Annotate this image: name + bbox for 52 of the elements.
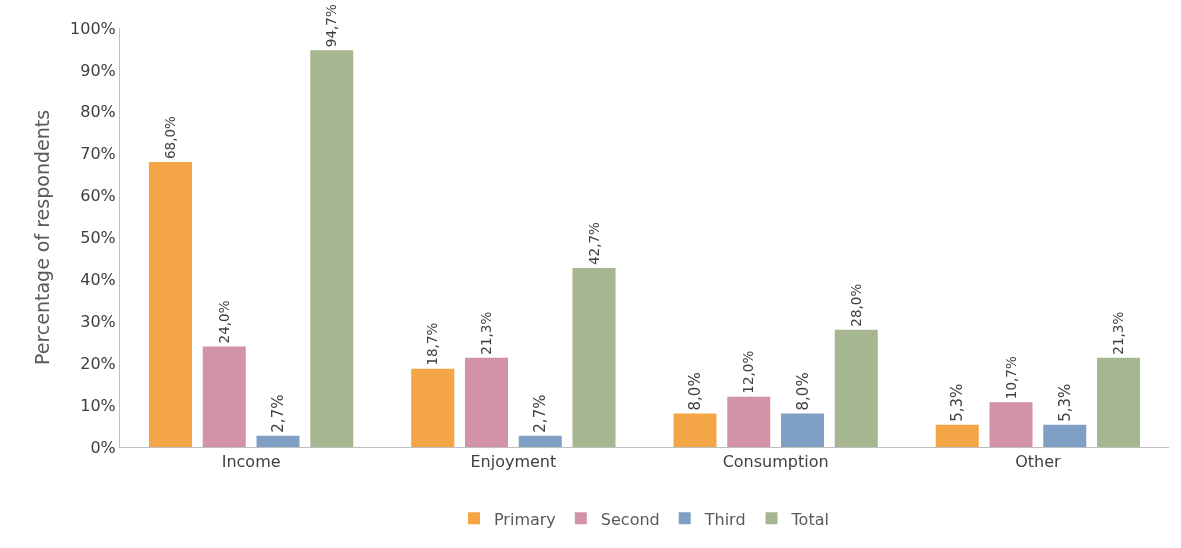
x-tick-label: Other <box>1015 452 1062 472</box>
data-label: 2,7% <box>531 394 550 433</box>
legend-label: Second <box>600 509 660 529</box>
data-label: 5,3% <box>948 383 967 422</box>
y-tick-label: 40% <box>80 270 116 289</box>
y-tick-label: 70% <box>80 144 116 164</box>
data-label: 2,7% <box>269 394 288 433</box>
x-tick-label: Enjoyment <box>470 452 557 472</box>
data-label: 24,0% <box>215 300 232 344</box>
legend-label: Total <box>790 509 829 529</box>
bar <box>310 50 354 447</box>
data-label: 21,3% <box>1110 311 1127 355</box>
data-label: 94,7% <box>323 4 340 48</box>
bar <box>464 357 508 447</box>
legend-label: Primary <box>494 509 556 529</box>
data-label: 8,0% <box>793 372 812 411</box>
y-tick-label: 0% <box>90 437 116 457</box>
y-tick-label: 10% <box>80 395 116 415</box>
bar <box>989 402 1033 447</box>
y-tick-label: 30% <box>80 311 116 331</box>
bar <box>673 413 717 447</box>
bar <box>518 435 562 447</box>
data-label: 21,3% <box>478 311 495 355</box>
y-axis-title: Percentage of respondents <box>30 109 53 366</box>
y-tick-label: 50% <box>80 228 116 248</box>
bar <box>148 162 192 447</box>
y-tick-label: 100% <box>70 18 116 38</box>
x-tick-label: Income <box>221 452 281 472</box>
bar <box>781 413 825 447</box>
bar <box>935 424 979 447</box>
bar <box>1097 357 1141 447</box>
bar <box>572 268 616 447</box>
data-label: 42,7% <box>585 221 602 266</box>
legend-label: Third <box>703 509 746 529</box>
bar <box>202 346 246 447</box>
y-tick-label: 90% <box>80 60 116 80</box>
data-label: 68,0% <box>162 115 178 160</box>
data-label: 8,0% <box>685 372 704 411</box>
x-tick-label: Consumption <box>722 452 829 472</box>
bar <box>411 368 455 447</box>
bar <box>256 435 300 447</box>
bar <box>1043 424 1087 447</box>
y-tick-label: 60% <box>80 186 116 206</box>
bar <box>727 396 771 447</box>
data-label: 10,7% <box>1002 356 1019 400</box>
data-label: 12,0% <box>740 350 757 394</box>
data-label: 28,0% <box>847 283 864 327</box>
y-tick-label: 80% <box>80 102 116 122</box>
bar <box>834 329 878 447</box>
data-label: 5,3% <box>1055 383 1074 422</box>
data-label: 18,7% <box>424 322 441 366</box>
y-tick-label: 20% <box>80 353 116 373</box>
